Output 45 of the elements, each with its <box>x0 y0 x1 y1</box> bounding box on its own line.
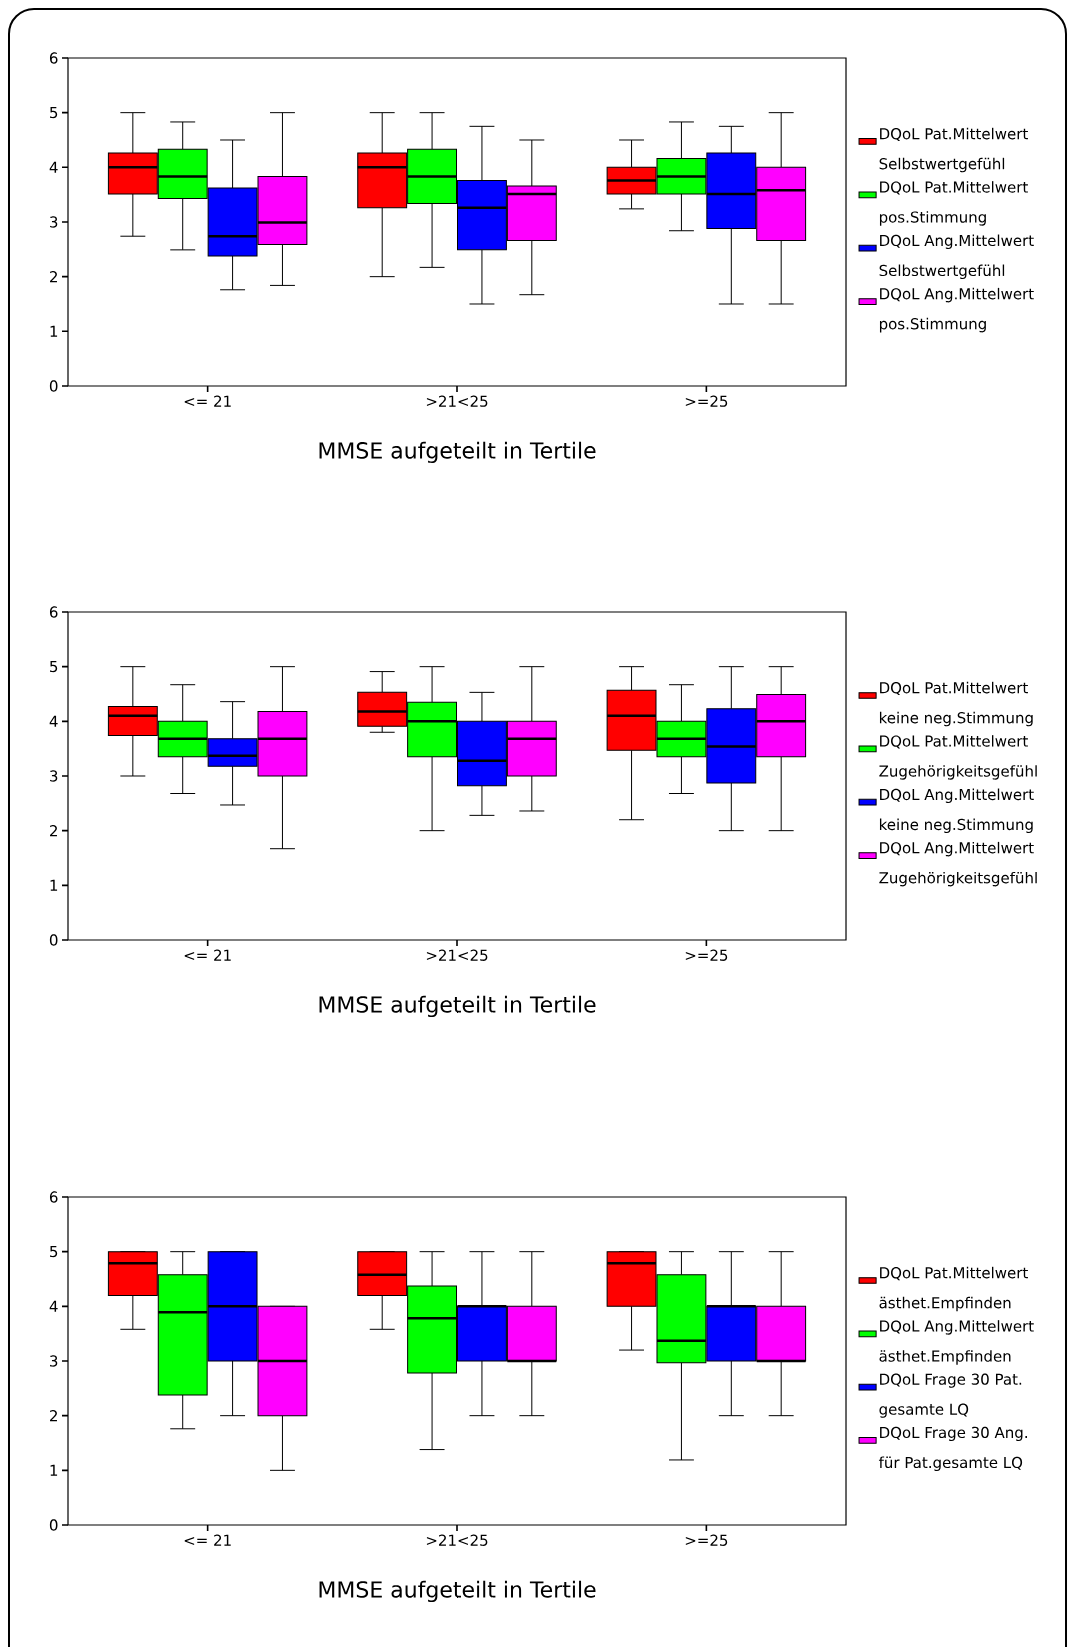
y-tick-label: 1 <box>50 1464 58 1476</box>
legend-label: DQoL Pat.Mittelwert Selbstwertgefühl <box>879 127 1028 173</box>
x-axis-title: MMSE aufgeteilt in Tertile <box>319 441 596 464</box>
legend-label: DQoL Ang.Mittelwert Zugehörigkeitsgefühl <box>879 841 1037 887</box>
y-tick-label: 3 <box>50 1355 58 1367</box>
legend-label: DQoL Pat.Mittelwert Zugehörigkeitsgefühl <box>879 735 1037 780</box>
y-tick-label: 5 <box>50 107 58 119</box>
y-tick-label: 2 <box>50 1410 57 1422</box>
y-tick-label: 1 <box>50 879 58 891</box>
y-tick-label: 5 <box>50 1246 58 1258</box>
y-tick-label: 3 <box>50 770 58 782</box>
legend-label: DQoL Ang.Mittelwert pos.Stimmung <box>879 287 1034 333</box>
y-tick-label: 3 <box>50 216 58 228</box>
x-tick-label: <= 21 <box>184 949 231 961</box>
legend-label: DQoL Pat.Mittelwert keine neg.Stimmung <box>879 681 1033 727</box>
x-tick-label: >21<25 <box>426 949 488 961</box>
y-tick-label: 6 <box>49 1191 58 1203</box>
x-tick-label: >=25 <box>685 395 728 407</box>
x-tick-label: <= 21 <box>184 1534 231 1546</box>
x-tick-label: >=25 <box>685 1534 728 1546</box>
y-tick-label: 4 <box>49 161 58 173</box>
legend-label: DQoL Ang.Mittelwert ästhet.Empfinden <box>879 1320 1034 1365</box>
y-tick-label: 6 <box>49 606 58 618</box>
y-tick-label: 0 <box>49 380 58 392</box>
y-tick-label: 4 <box>49 715 58 727</box>
y-tick-label: 2 <box>50 825 57 837</box>
legend-label: DQoL Frage 30 Ang. für Pat.gesamte LQ <box>878 1426 1027 1471</box>
legend-label: DQoL Ang.Mittelwert keine neg.Stimmung <box>879 788 1034 834</box>
y-tick-label: 0 <box>49 1519 58 1531</box>
y-tick-label: 5 <box>50 661 58 673</box>
legend-label: DQoL Pat.Mittelwert pos.Stimmung <box>879 181 1028 226</box>
y-tick-label: 4 <box>49 1300 58 1312</box>
legend-label: DQoL Ang.Mittelwert Selbstwertgefühl <box>879 234 1034 280</box>
y-tick-label: 1 <box>50 325 58 337</box>
legend-label: DQoL Frage 30 Pat. gesamte LQ <box>879 1373 1022 1418</box>
y-tick-label: 0 <box>49 934 58 946</box>
y-tick-label: 2 <box>50 271 57 283</box>
x-tick-label: >=25 <box>685 949 728 961</box>
x-axis-title: MMSE aufgeteilt in Tertile <box>319 995 596 1018</box>
legend-label: DQoL Pat.Mittelwert ästhet.Empfinden <box>879 1266 1028 1312</box>
x-axis-title: MMSE aufgeteilt in Tertile <box>319 1580 596 1603</box>
x-tick-label: >21<25 <box>426 395 488 407</box>
x-tick-label: <= 21 <box>184 395 231 407</box>
y-tick-label: 6 <box>49 52 58 64</box>
x-tick-label: >21<25 <box>426 1534 488 1546</box>
